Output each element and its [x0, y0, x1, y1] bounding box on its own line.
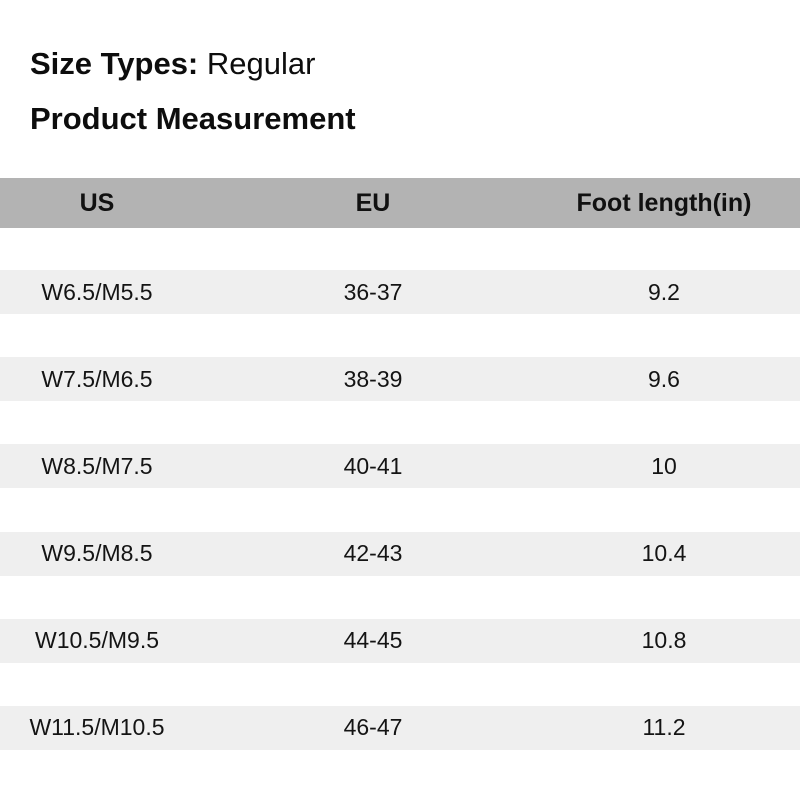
- cell-us-size: W6.5/M5.5: [41, 278, 153, 305]
- table-row: W10.5/M9.5 44-45 10.8: [0, 618, 800, 663]
- table-row: W8.5/M7.5 40-41 10: [0, 444, 800, 489]
- column-header-eu: EU: [355, 188, 391, 217]
- cell-eu-size: 44-45: [343, 627, 403, 654]
- cell-foot-length: 9.6: [648, 365, 680, 392]
- size-types-value: Regular: [206, 46, 316, 81]
- cell-foot-length: 9.2: [648, 278, 680, 305]
- table-header-row: US EU Foot length(in): [0, 178, 800, 228]
- cell-eu-size: 46-47: [343, 714, 403, 741]
- cell-foot-length: 10: [651, 452, 677, 479]
- table-body: W6.5/M5.5 36-37 9.2 W7.5/M6.5 38-39 9.6 …: [0, 270, 800, 793]
- cell-us-size: W11.5/M10.5: [29, 714, 165, 741]
- column-header-foot-length: Foot length(in): [576, 188, 752, 217]
- table-row: W9.5/M8.5 42-43 10.4: [0, 531, 800, 576]
- cell-eu-size: 36-37: [343, 278, 403, 305]
- cell-eu-size: 38-39: [343, 365, 403, 392]
- cell-us-size: W10.5/M9.5: [35, 627, 159, 654]
- table-row: W11.5/M10.5 46-47 11.2: [0, 705, 800, 750]
- size-types-line: Size Types: Regular: [30, 46, 315, 82]
- cell-foot-length: 10.4: [641, 540, 687, 567]
- table-row: W6.5/M5.5 36-37 9.2: [0, 270, 800, 314]
- cell-eu-size: 42-43: [343, 540, 403, 567]
- cell-us-size: W8.5/M7.5: [41, 452, 153, 479]
- cell-foot-length: 11.2: [642, 714, 686, 741]
- cell-us-size: W7.5/M6.5: [41, 365, 153, 392]
- cell-foot-length: 10.8: [641, 627, 687, 654]
- table-row: W7.5/M6.5 38-39 9.6: [0, 357, 800, 402]
- size-types-label: Size Types:: [30, 46, 199, 81]
- cell-us-size: W9.5/M8.5: [41, 540, 153, 567]
- page-title: Product Measurement: [30, 101, 356, 136]
- column-header-us: US: [79, 188, 115, 217]
- cell-eu-size: 40-41: [343, 452, 403, 479]
